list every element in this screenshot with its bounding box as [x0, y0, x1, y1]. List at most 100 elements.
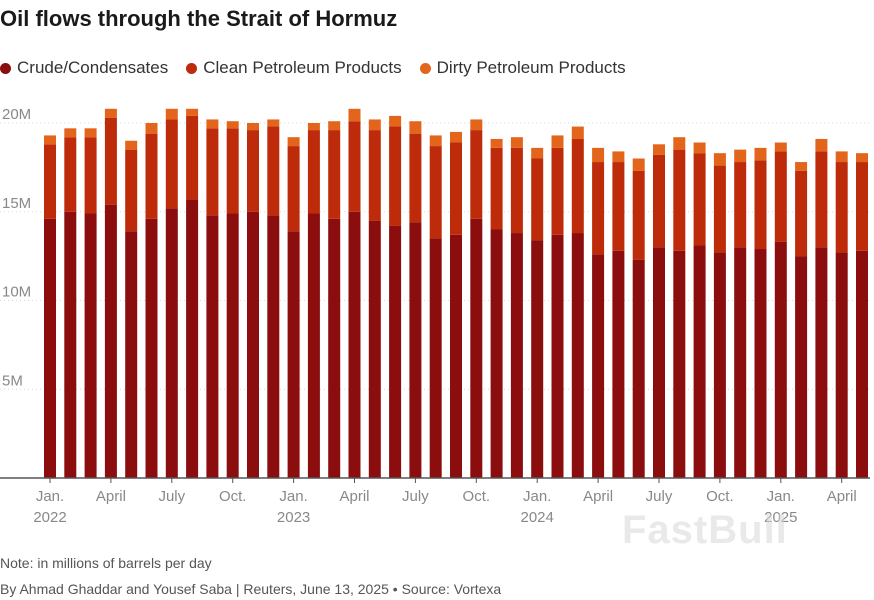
y-tick-label: 10M: [2, 284, 31, 301]
bar-segment-clean: [795, 170, 808, 257]
bar-segment-dirty: [510, 137, 523, 148]
bar-segment-dirty: [125, 140, 138, 150]
bar-segment-clean: [774, 151, 787, 242]
bar-segment-clean: [287, 146, 300, 232]
bar-segment-dirty: [774, 142, 787, 152]
bar-segment-crude: [856, 250, 868, 478]
x-tick-year-label: 2024: [521, 509, 554, 526]
bar-segment-crude: [348, 211, 361, 478]
x-tick-label: April: [583, 488, 613, 505]
bar-segment-crude: [693, 245, 706, 478]
bar-segment-dirty: [429, 135, 442, 147]
bar-segment-clean: [267, 126, 280, 216]
bar-segment-dirty: [713, 153, 726, 166]
bar-segment-dirty: [450, 131, 462, 143]
x-tick-label: Jan.: [767, 488, 795, 505]
bar-segment-crude: [450, 234, 462, 478]
x-tick-label: April: [827, 488, 857, 505]
x-tick-label: April: [96, 488, 126, 505]
legend-item-crude: Crude/Condensates: [0, 58, 168, 78]
bar-segment-dirty: [247, 123, 259, 131]
bar-segment-dirty: [734, 149, 747, 163]
bar-segment-crude: [44, 218, 56, 478]
bar-segment-clean: [531, 158, 544, 241]
bar-segment-crude: [653, 247, 665, 478]
bar-segment-clean: [64, 137, 77, 212]
y-tick-label: 5M: [2, 372, 23, 389]
bar-segment-crude: [713, 252, 726, 478]
x-tick-label: July: [402, 488, 429, 505]
bar-segment-dirty: [267, 119, 280, 127]
x-tick-label: Oct.: [706, 488, 734, 505]
bar-segment-crude: [815, 247, 828, 478]
bar-segment-crude: [835, 252, 848, 478]
bar-segment-crude: [125, 231, 138, 478]
bar-segment-clean: [348, 121, 361, 212]
bar-segment-dirty: [632, 158, 645, 171]
x-tick-label: Jan.: [279, 488, 307, 505]
bar-segment-clean: [612, 162, 625, 251]
bar-segment-clean: [592, 162, 605, 255]
bar-segment-dirty: [44, 135, 56, 145]
bar-segment-clean: [754, 160, 767, 250]
bar-segment-dirty: [612, 151, 625, 163]
chart-title: Oil flows through the Strait of Hormuz: [0, 6, 398, 31]
legend-swatch-clean: [186, 62, 198, 74]
bar-segment-crude: [612, 250, 625, 478]
bar-segment-clean: [490, 147, 503, 230]
x-tick-label: Oct.: [219, 488, 247, 505]
bar-segment-crude: [226, 213, 239, 478]
bar-segment-crude: [632, 259, 645, 478]
bar-segment-dirty: [145, 123, 158, 134]
bar-segment-crude: [368, 220, 381, 479]
bar-segment-clean: [389, 126, 402, 226]
bar-segment-clean: [44, 144, 56, 219]
bar-segment-crude: [84, 213, 97, 478]
bar-segment-dirty: [389, 115, 402, 127]
bar-segment-dirty: [754, 147, 767, 161]
bar-segment-crude: [328, 218, 341, 478]
bar-segment-clean: [307, 130, 320, 214]
legend-item-clean: Clean Petroleum Products: [186, 58, 402, 78]
bar-segment-clean: [368, 130, 381, 221]
bar-segment-dirty: [551, 135, 564, 148]
legend-item-dirty: Dirty Petroleum Products: [419, 58, 626, 78]
bar-segment-dirty: [84, 128, 97, 138]
bar-segment-clean: [84, 137, 97, 214]
bar-segment-dirty: [856, 153, 868, 163]
bar-segment-clean: [186, 115, 199, 200]
bar-segment-dirty: [226, 121, 239, 129]
bar-segment-dirty: [206, 119, 219, 129]
bar-segment-crude: [145, 218, 158, 478]
x-tick-label: Jan.: [36, 488, 64, 505]
footnote: Note: in millions of barrels per day: [0, 555, 212, 571]
bar-segment-clean: [734, 162, 747, 248]
bar-segment-clean: [856, 162, 868, 251]
bar-segment-crude: [592, 254, 605, 478]
bar-segment-clean: [551, 147, 564, 235]
x-tick-year-label: 2022: [33, 509, 66, 526]
bar-segment-clean: [632, 170, 645, 260]
bar-segment-crude: [409, 222, 422, 478]
bar-segment-dirty: [592, 147, 605, 163]
bar-segment-dirty: [307, 123, 320, 131]
x-tick-label: April: [339, 488, 369, 505]
bar-segment-crude: [490, 229, 503, 478]
bar-segment-crude: [104, 204, 117, 478]
bar-segment-dirty: [795, 162, 808, 171]
bar-segment-crude: [795, 256, 808, 478]
bar-segment-dirty: [328, 121, 341, 131]
bar-segment-crude: [389, 225, 402, 478]
bar-segment-dirty: [531, 147, 544, 159]
legend-label-crude: Crude/Condensates: [17, 58, 169, 77]
bar-segment-dirty: [490, 138, 503, 148]
bar-segment-clean: [713, 165, 726, 253]
bar-segment-clean: [653, 154, 665, 248]
bar-segment-clean: [409, 133, 422, 223]
bar-segment-dirty: [348, 108, 361, 122]
legend-swatch-crude: [0, 62, 11, 74]
bar-segment-dirty: [673, 137, 686, 150]
bar-segment-dirty: [186, 108, 199, 116]
x-tick-year-label: 2023: [277, 509, 310, 526]
bar-segment-crude: [734, 247, 747, 478]
